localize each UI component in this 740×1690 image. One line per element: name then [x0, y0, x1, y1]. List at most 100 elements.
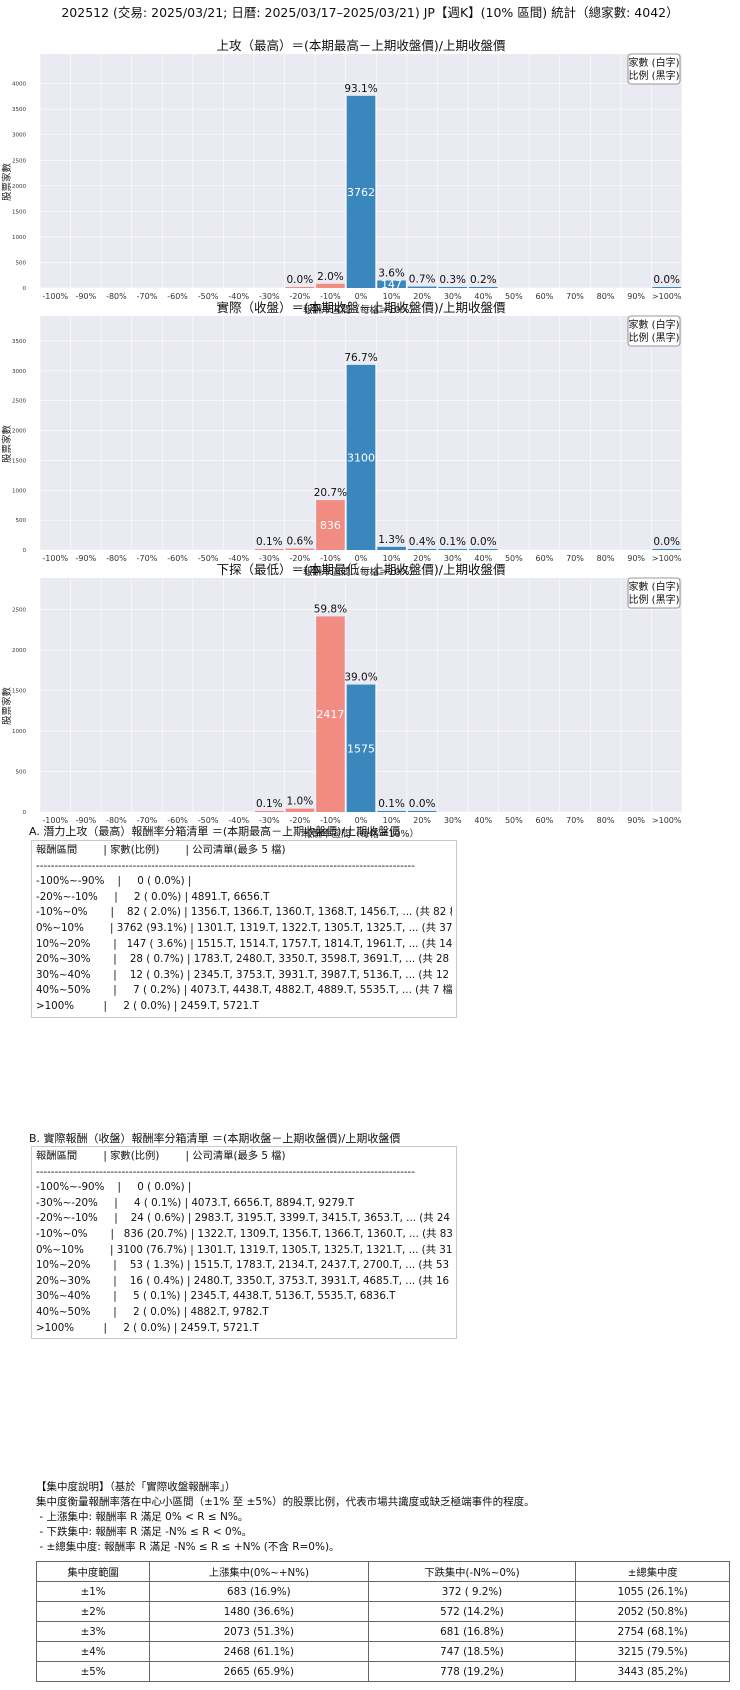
- legend-count: 家數 (白字): [629, 318, 680, 331]
- concentration-line: - 上漲集中: 報酬率 R 滿足 0% < R ≤ N%。: [36, 1511, 249, 1523]
- x-tick-label: 0%: [355, 292, 368, 301]
- x-tick-label: -100%: [42, 292, 68, 301]
- list-line: 0%~10% | 3100 (76.7%) | 1301.T, 1319.T, …: [36, 1243, 452, 1256]
- x-tick-label: -20%: [290, 292, 311, 301]
- table-cell: 1480 (36.6%): [149, 1601, 369, 1622]
- list-line: -100%~-90% | 0 ( 0.0%) |: [36, 1181, 192, 1194]
- bar: [346, 95, 376, 288]
- x-tick-label: 80%: [597, 816, 615, 825]
- x-tick-label: -20%: [290, 816, 311, 825]
- bar: [255, 811, 284, 812]
- list-line: ----------------------------------------…: [36, 1165, 415, 1178]
- table-cell: 778 (19.2%): [367, 1661, 577, 1682]
- table-cell: 747 (18.5%): [367, 1641, 577, 1662]
- list-line: 40%~50% | 2 ( 0.0%) | 4882.T, 9782.T: [36, 1305, 269, 1318]
- bar-pct-label: 3.6%: [378, 267, 405, 279]
- x-tick-label: -100%: [42, 554, 68, 563]
- x-tick-label: -60%: [167, 292, 188, 301]
- y-axis-label: 股票家數: [1, 425, 13, 464]
- x-tick-label: 10%: [383, 292, 401, 301]
- section-b-list: 報酬區間 | 家數(比例) | 公司清單(最多 5 檔) ------------…: [31, 1146, 457, 1340]
- y-tick-label: 1000: [12, 488, 26, 494]
- bar: [652, 549, 681, 550]
- y-tick-label: 2000: [12, 648, 26, 654]
- concentration-line: 【集中度說明】（基於「實際收盤報酬率」）: [36, 1481, 236, 1493]
- chart-title: 下探（最低）＝(本期最低－上期收盤價)/上期收盤價: [217, 562, 506, 577]
- x-tick-label: >100%: [652, 554, 682, 563]
- table-header-cell: 下跌集中(-N%~0%): [367, 1561, 577, 1582]
- x-tick-label: 40%: [474, 292, 492, 301]
- bar: [255, 549, 284, 550]
- table-cell: 3215 (79.5%): [575, 1641, 730, 1662]
- bar-pct-label: 1.0%: [287, 796, 314, 808]
- section-a-list: 報酬區間 | 家數(比例) | 公司清單(最多 5 檔) ------------…: [31, 840, 457, 1018]
- bar: [285, 808, 315, 812]
- chart-low: 下探（最低）＝(本期最低－上期收盤價)/上期收盤價 0 500 1000 1500 200…: [1, 562, 683, 840]
- table-cell: 3443 (85.2%): [575, 1661, 730, 1682]
- y-tick-label: 1500: [12, 458, 26, 464]
- x-tick-label: -80%: [106, 554, 127, 563]
- bar-count-label: 147: [381, 278, 402, 291]
- x-tick-label: 60%: [536, 554, 554, 563]
- x-tick-label: 70%: [566, 816, 584, 825]
- table-row: ±2% 1480 (36.6%) 572 (14.2%) 2052 (50.8%): [35, 1601, 730, 1622]
- table-row: ±1% 683 (16.9%) 372 ( 9.2%) 1055 (26.1%): [35, 1581, 730, 1602]
- x-tick-label: 70%: [566, 554, 584, 563]
- bar-pct-label: 0.0%: [470, 536, 497, 548]
- x-axis-label: 報酬率區間（每格＝10%）: [303, 566, 419, 578]
- legend-ratio: 比例 (黑字): [629, 331, 680, 344]
- x-tick-label: 20%: [413, 816, 431, 825]
- table-cell: 683 (16.9%): [149, 1581, 369, 1602]
- x-tick-label: 0%: [355, 554, 368, 563]
- x-tick-label: -10%: [320, 292, 341, 301]
- bar-pct-label: 0.2%: [470, 274, 497, 286]
- y-tick-label: 500: [16, 518, 27, 524]
- y-tick-label: 500: [16, 770, 27, 776]
- bar-pct-label: 20.7%: [314, 487, 347, 499]
- bar: [285, 287, 315, 288]
- legend-box: [627, 315, 681, 347]
- table-cell: 681 (16.8%): [367, 1621, 577, 1642]
- x-tick-label: -70%: [137, 292, 158, 301]
- table-cell: ±3%: [35, 1621, 151, 1642]
- table-cell: 372 ( 9.2%): [367, 1581, 577, 1602]
- y-tick-label: 2500: [12, 608, 26, 614]
- table-row: ±4% 2468 (61.1%) 747 (18.5%) 3215 (79.5%): [35, 1641, 730, 1662]
- y-tick-label: 3500: [12, 107, 26, 113]
- list-line: 20%~30% | 16 ( 0.4%) | 2480.T, 3350.T, 3…: [36, 1274, 452, 1287]
- bar: [316, 500, 345, 550]
- table-cell: 1055 (26.1%): [575, 1581, 730, 1602]
- bar-count-label: 2417: [316, 708, 344, 721]
- table-cell: 2468 (61.1%): [149, 1641, 369, 1662]
- x-tick-label: 50%: [505, 292, 523, 301]
- list-line: >100% | 2 ( 0.0%) | 2459.T, 5721.T: [36, 999, 259, 1012]
- bar: [377, 546, 406, 550]
- bar-pct-label: 0.0%: [653, 274, 680, 286]
- list-line: ----------------------------------------…: [36, 859, 415, 872]
- x-tick-label: 10%: [383, 554, 401, 563]
- x-tick-label: 80%: [597, 554, 615, 563]
- x-tick-label: -90%: [76, 554, 97, 563]
- y-tick-label: 1500: [12, 689, 26, 695]
- y-tick-label: 2000: [12, 429, 26, 435]
- list-line: 報酬區間 | 家數(比例) | 公司清單(最多 5 檔): [36, 1150, 286, 1162]
- x-tick-label: 30%: [444, 816, 462, 825]
- x-tick-label: -60%: [167, 554, 188, 563]
- x-tick-label: -50%: [198, 816, 219, 825]
- bar-pct-label: 1.3%: [378, 534, 405, 546]
- x-tick-label: 0%: [355, 816, 368, 825]
- bar-pct-label: 0.1%: [378, 798, 405, 810]
- bar: [316, 616, 345, 812]
- x-tick-label: 10%: [383, 816, 401, 825]
- table-cell: ±1%: [35, 1581, 151, 1602]
- list-line: -20%~-10% | 24 ( 0.6%) | 2983.T, 3195.T,…: [36, 1212, 452, 1225]
- table-cell: ±2%: [35, 1601, 151, 1622]
- bar: [652, 287, 681, 288]
- table-cell: 2073 (51.3%): [149, 1621, 369, 1642]
- bar: [316, 283, 345, 288]
- bar-count-label: 836: [320, 519, 341, 532]
- bar: [407, 286, 437, 288]
- list-line: 0%~10% | 3762 (93.1%) | 1301.T, 1319.T, …: [36, 921, 452, 934]
- list-line: -20%~-10% | 2 ( 0.0%) | 4891.T, 6656.T: [36, 890, 270, 903]
- y-tick-label: 0: [23, 286, 27, 292]
